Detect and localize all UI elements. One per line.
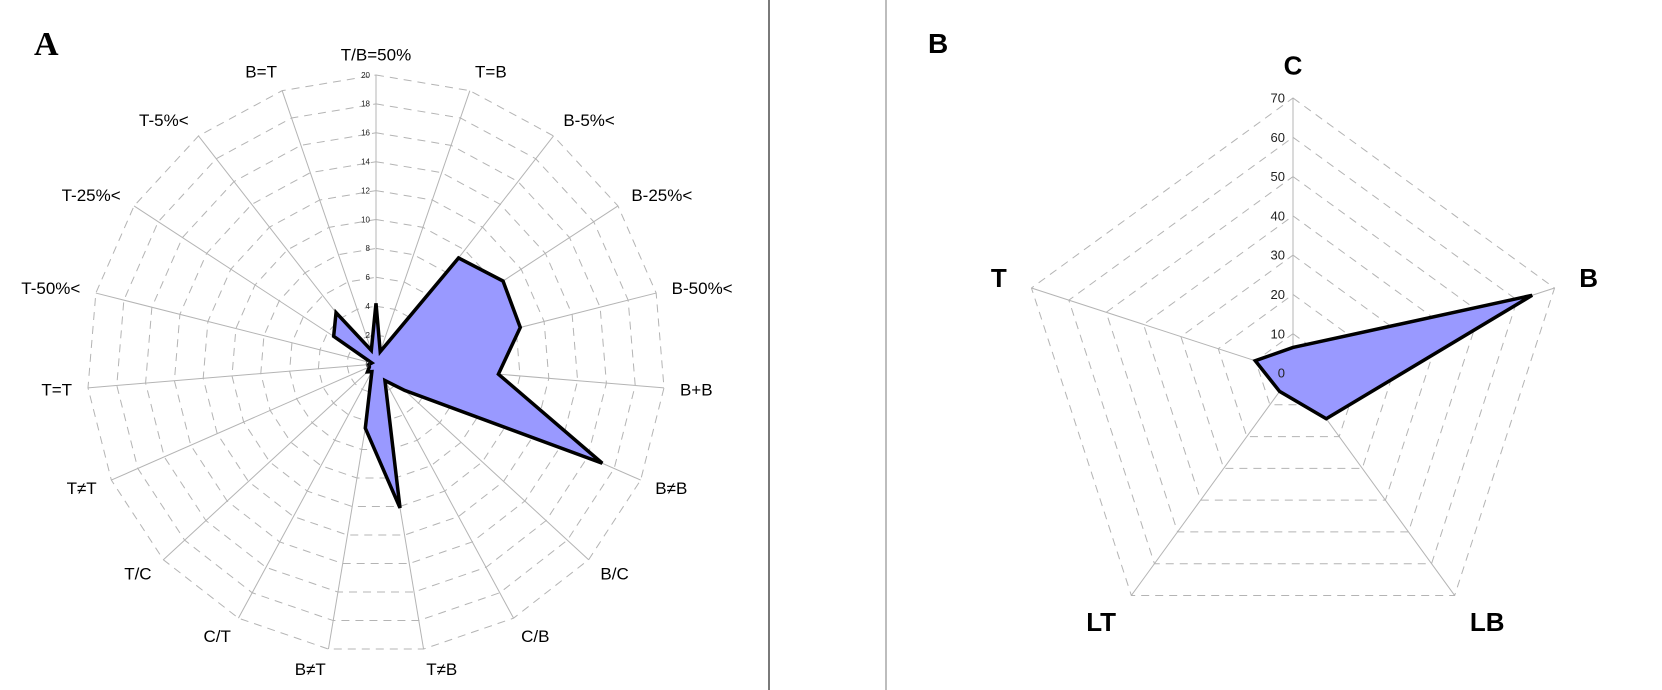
axis-label: B-5%< xyxy=(563,111,615,130)
axis-spoke xyxy=(95,292,377,365)
tick-label: 6 xyxy=(366,273,371,282)
tick-label: 10 xyxy=(361,215,370,224)
axis-spoke xyxy=(281,90,377,365)
grid-ring xyxy=(87,74,665,650)
axis-spoke xyxy=(238,363,377,619)
axis-label: T≠T xyxy=(67,479,97,498)
axis-label: T-5%< xyxy=(139,111,189,130)
tick-label: 10 xyxy=(1271,326,1285,341)
grid-ring xyxy=(231,218,521,508)
axis-label: T=T xyxy=(41,380,72,399)
tick-label: 60 xyxy=(1271,130,1285,145)
tick-label: 16 xyxy=(361,129,370,138)
grid-ring xyxy=(1255,333,1331,406)
tick-label: 20 xyxy=(361,71,370,80)
tick-label: 20 xyxy=(1271,287,1285,302)
axis-label: B≠T xyxy=(295,660,326,679)
axis-spoke xyxy=(111,363,377,481)
grid-ring xyxy=(1030,97,1556,596)
radar-chart-b: 0 10 20 30 40 50 60 70 C B LB LT T xyxy=(991,51,1598,637)
grid-ring xyxy=(1180,254,1406,469)
axis-label: T-50%< xyxy=(21,279,80,298)
tick-label: 70 xyxy=(1271,91,1285,106)
axis-spoke xyxy=(163,363,377,561)
tick-label: 8 xyxy=(366,244,371,253)
tick-label: 0 xyxy=(1278,366,1285,381)
panel-divider-left xyxy=(768,0,770,690)
axis-label: B≠B xyxy=(655,479,687,498)
tick-label: 30 xyxy=(1271,248,1285,263)
axis-label: C/B xyxy=(521,627,549,646)
grid-ring xyxy=(145,132,607,593)
axis-spoke xyxy=(375,363,514,619)
axis-spoke xyxy=(375,363,589,561)
tick-label: 2 xyxy=(366,331,371,340)
axis-label: LT xyxy=(1086,607,1116,637)
axis-label: C/T xyxy=(203,627,230,646)
axis-spoke xyxy=(1031,287,1294,374)
grid-ring xyxy=(260,247,492,479)
grid-ring xyxy=(116,103,636,622)
axis-label: T=B xyxy=(475,62,507,81)
axis-spoke xyxy=(375,90,471,365)
grid-ring xyxy=(1068,136,1518,565)
grid-ring xyxy=(202,190,550,536)
axis-label: B xyxy=(1579,263,1598,293)
tick-label: 14 xyxy=(361,158,370,167)
axis-label: LB xyxy=(1470,607,1505,637)
tick-label: 4 xyxy=(366,302,371,311)
axis-label: B-25%< xyxy=(631,186,692,205)
axis-spoke xyxy=(87,363,377,389)
axis-label: B-50%< xyxy=(672,279,733,298)
panel-label-b: B xyxy=(928,28,949,59)
tick-label: 50 xyxy=(1271,169,1285,184)
axis-label: T-25%< xyxy=(62,186,121,205)
tick-label: 12 xyxy=(361,186,370,195)
axis-label: T/B=50% xyxy=(341,46,411,65)
axis-label: T≠B xyxy=(426,660,457,679)
panel-divider-right xyxy=(885,0,887,690)
tick-label: 40 xyxy=(1271,208,1285,223)
data-series-polygon xyxy=(331,255,604,509)
axis-label: C xyxy=(1284,51,1303,81)
axis-label: T/C xyxy=(124,564,151,583)
grid-ring xyxy=(173,161,579,565)
tick-label: 18 xyxy=(361,100,370,109)
data-series-polygon xyxy=(1252,293,1534,421)
tick-label: 0 xyxy=(366,360,371,369)
axis-label: T xyxy=(991,263,1007,293)
radar-chart-a: 0 2 4 6 8 10 12 14 16 18 20 T/B=50% T=B B-5%< B-25%< B-… xyxy=(21,46,732,679)
axis-spoke xyxy=(1130,372,1294,596)
axis-label: B+B xyxy=(680,380,713,399)
grid-ring xyxy=(1105,175,1481,533)
panel-label-a: A xyxy=(34,26,59,63)
axis-label: B=T xyxy=(245,62,277,81)
axis-label: B/C xyxy=(600,564,628,583)
